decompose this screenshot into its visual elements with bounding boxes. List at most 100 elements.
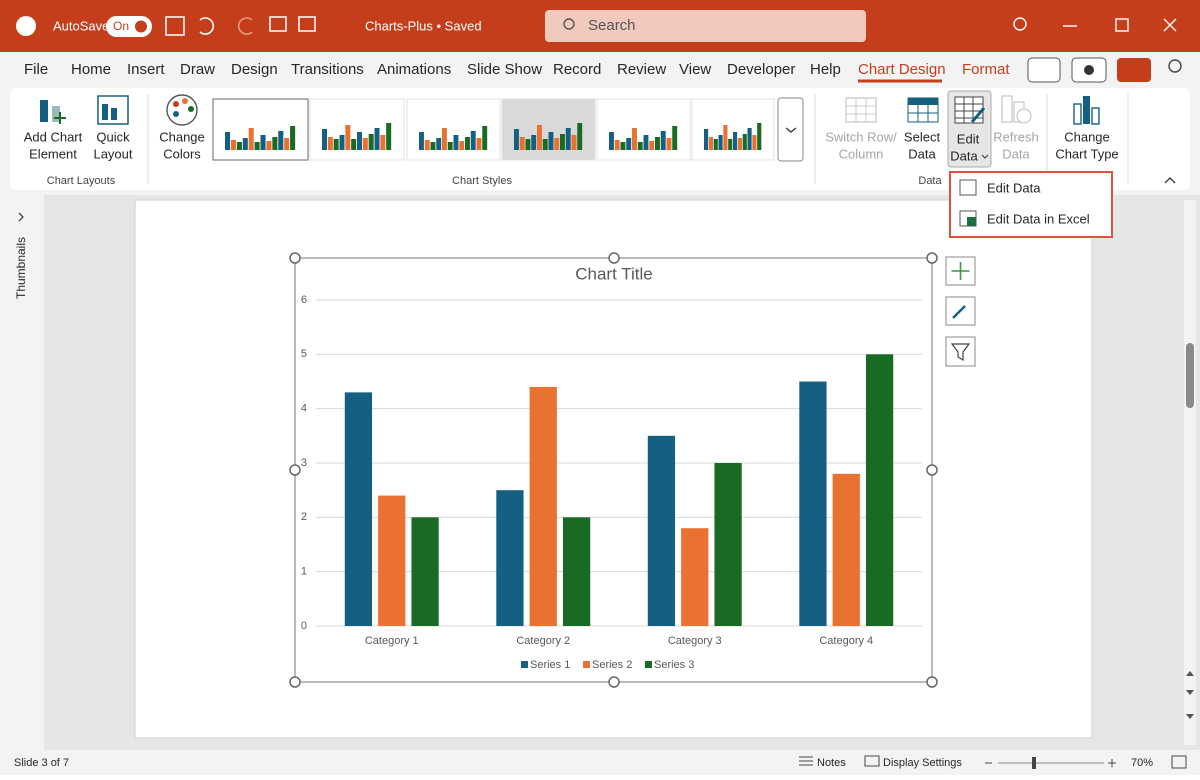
search-box[interactable] [545,10,866,42]
app-icon[interactable] [16,16,36,36]
button-label[interactable]: Element [29,146,77,161]
tab[interactable]: Record [553,61,601,78]
display-settings-button[interactable]: Display Settings [883,757,962,769]
chart-filters-button[interactable] [945,336,976,367]
thumbnail-bar [459,141,465,150]
button-label[interactable]: Colors [163,146,201,161]
tab-active[interactable]: Chart Design [858,61,946,78]
thumbnail-bar [672,126,678,150]
tab[interactable]: Format [962,61,1010,78]
edit-data-icon [954,96,986,124]
thumbnail-bar [655,137,660,150]
scrollbar-thumb[interactable] [1186,343,1194,408]
bar [681,528,709,626]
button-label[interactable]: Data [950,148,978,163]
edit-data-item-icon [959,179,977,196]
button-label[interactable]: Chart Type [1055,146,1118,161]
button-label[interactable]: Change [1064,129,1110,144]
button-label[interactable]: Layout [93,146,132,161]
thumbnail-bar [708,137,713,150]
legend-swatch [521,661,528,668]
button-label[interactable]: Select [904,129,941,144]
legend-label: Series 1 [530,659,570,671]
tab[interactable]: Home [71,61,111,78]
legend-label: Series 3 [654,659,694,671]
chart: Chart Title 0 1 2 3 4 5 6 Category 1 Category 2 Ca… [301,264,922,671]
present-icon[interactable] [269,16,287,32]
save-icon[interactable] [165,16,185,36]
expand-thumbnails[interactable] [18,212,24,222]
x-tick-label: Category 1 [365,635,419,647]
tab[interactable]: Help [810,61,841,78]
tab[interactable]: Review [617,61,666,78]
thumbnail-bar [728,139,733,150]
button-label[interactable]: Quick [96,129,130,144]
bar [562,517,591,626]
redo-icon [237,17,253,35]
undo-icon[interactable] [199,17,215,35]
quick-layout-icon [97,95,129,125]
tab[interactable]: File [24,61,48,78]
thumbnail-bar [236,142,242,150]
thumbnail-bar [632,128,637,150]
thumbnail-bar [626,138,632,150]
refresh-data-icon [1001,95,1032,124]
collapse-ribbon[interactable] [1164,177,1176,184]
toggle-knob [135,20,147,33]
scroll-arrows[interactable] [1186,671,1194,719]
share-button[interactable] [1117,58,1151,82]
button-label[interactable]: Data [908,146,936,161]
bar [411,517,439,626]
thumbnails-label[interactable]: Thumbnails [14,237,28,299]
button-label[interactable]: Edit [957,131,980,146]
slideshow-icon[interactable] [298,16,316,32]
file-name[interactable]: Charts-Plus • Saved [365,18,482,33]
gallery-more-button[interactable] [777,97,804,162]
comments-button[interactable] [1027,57,1061,83]
thumbnail-bar [430,142,436,150]
tab[interactable]: Transitions [291,61,364,78]
zoom-level[interactable]: 70% [1131,757,1153,769]
tab[interactable]: Developer [727,61,795,78]
tab[interactable]: Insert [127,61,165,78]
menu-item[interactable]: Edit Data [987,180,1041,195]
thumbnail-bar [537,125,542,150]
thumbnail-bar [225,132,231,150]
bar [714,463,742,626]
tab[interactable]: Draw [180,61,215,78]
gallery-chevron [785,127,797,133]
notes-button[interactable]: Notes [817,757,846,769]
thumbnail-bar [752,135,757,150]
button-label[interactable]: Add Chart [24,129,83,144]
zoom-thumb[interactable] [1032,757,1036,769]
tab[interactable]: Design [231,61,278,78]
tab[interactable]: View [679,61,711,78]
thumbnail-bar [351,139,357,150]
tab[interactable]: Slide Show [467,61,542,78]
thumbnail-bar [442,128,447,150]
thumbnail-bar [374,128,380,150]
thumbnail-bar [514,129,519,150]
tab[interactable]: Animations [377,61,451,78]
y-tick-label: 6 [301,294,307,306]
thumbnail-bar [571,135,577,150]
change-chart-type-icon [1073,96,1100,125]
edit-data-chevron [981,154,989,159]
thumbnail-bar [424,140,430,150]
bar [529,386,557,626]
thumbnail-bar [260,135,266,150]
thumbnail-bar [476,138,482,150]
fit-slide[interactable] [1171,755,1187,769]
maximize[interactable] [1115,18,1129,32]
menu-item[interactable]: Edit Data in Excel [987,211,1090,226]
ideas-icon[interactable] [1013,17,1027,31]
y-tick-label: 4 [301,403,307,415]
button-label[interactable]: Change [159,129,205,144]
close[interactable] [1163,18,1177,32]
thumbnail-bar [519,137,525,150]
coauthor-icon[interactable] [1168,59,1182,73]
display-icon [864,755,880,767]
thumbnail-bar [718,135,723,150]
zoom-in[interactable] [1108,759,1116,767]
